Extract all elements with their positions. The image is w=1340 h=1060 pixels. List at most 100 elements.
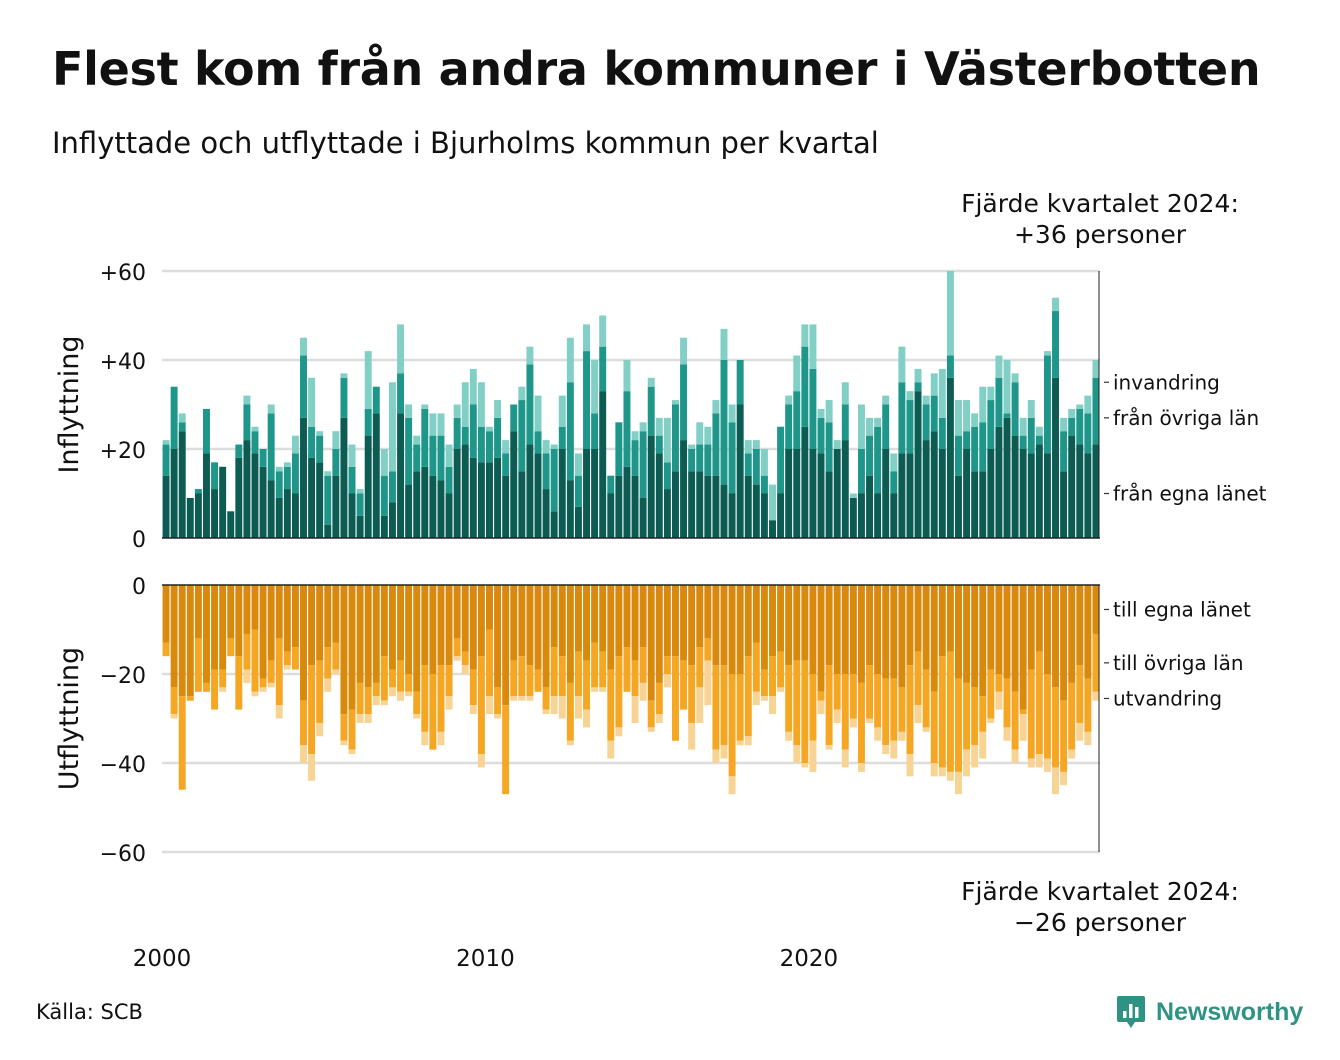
bar-outflow-emigration bbox=[591, 687, 599, 692]
bar-inflow-immigration bbox=[672, 400, 679, 405]
bar-inflow-immigration bbox=[655, 417, 663, 436]
bar-inflow-own-county bbox=[583, 449, 590, 538]
bar-inflow-immigration bbox=[1084, 395, 1092, 414]
bar-outflow-emigration bbox=[267, 682, 275, 688]
bar-inflow-immigration bbox=[356, 489, 364, 494]
bar-outflow-other-counties bbox=[283, 651, 291, 666]
bar-inflow-immigration bbox=[413, 435, 421, 445]
bar-inflow-immigration bbox=[809, 324, 817, 369]
bar-outflow-own-county bbox=[1019, 585, 1027, 710]
bar-outflow-other-counties bbox=[251, 629, 259, 692]
bar-inflow-own-county bbox=[825, 471, 833, 538]
bar-outflow-own-county bbox=[777, 585, 785, 652]
bar-outflow-other-counties bbox=[599, 651, 607, 688]
bar-outflow-emigration bbox=[833, 709, 841, 723]
bar-outflow-emigration bbox=[849, 718, 857, 728]
bar-outflow-emigration bbox=[1076, 722, 1084, 741]
bar-outflow-emigration bbox=[259, 687, 267, 692]
bar-inflow-immigration bbox=[955, 400, 962, 436]
bar-inflow-other-counties bbox=[809, 368, 817, 449]
bar-inflow-other-counties bbox=[866, 435, 874, 476]
bar-inflow-immigration bbox=[453, 404, 461, 418]
bar-inflow-own-county bbox=[397, 413, 405, 538]
bar-outflow-other-counties bbox=[583, 660, 590, 710]
bar-inflow-own-county bbox=[308, 457, 316, 538]
bar-outflow-own-county bbox=[502, 585, 510, 706]
bar-outflow-other-counties bbox=[566, 682, 574, 741]
bar-outflow-emigration bbox=[1092, 691, 1100, 701]
bar-outflow-other-counties bbox=[631, 660, 639, 697]
bar-outflow-own-county bbox=[518, 585, 526, 657]
bar-inflow-immigration bbox=[801, 324, 809, 347]
bar-inflow-other-counties bbox=[688, 449, 696, 472]
bar-outflow-own-county bbox=[259, 585, 267, 679]
bar-outflow-own-county bbox=[203, 585, 210, 683]
bar-inflow-immigration bbox=[623, 360, 631, 392]
bar-outflow-other-counties bbox=[340, 714, 348, 741]
bar-outflow-emigration bbox=[316, 722, 324, 737]
bar-outflow-own-county bbox=[696, 585, 704, 648]
bar-inflow-other-counties bbox=[1052, 311, 1059, 378]
bar-inflow-own-county bbox=[591, 449, 599, 538]
bar-inflow-own-county bbox=[413, 471, 421, 538]
brand[interactable]: Newsworthy bbox=[1116, 994, 1303, 1030]
bar-inflow-other-counties bbox=[388, 471, 396, 503]
bar-outflow-own-county bbox=[178, 585, 186, 697]
axes bbox=[162, 271, 1100, 852]
bar-inflow-other-counties bbox=[760, 475, 768, 494]
bar-inflow-own-county bbox=[1035, 444, 1043, 538]
bar-outflow-other-counties bbox=[364, 687, 372, 715]
bar-outflow-own-county bbox=[866, 585, 874, 666]
bar-outflow-own-county bbox=[752, 585, 760, 643]
bar-inflow-own-county bbox=[663, 489, 671, 538]
bar-outflow-own-county bbox=[534, 585, 542, 670]
bar-inflow-immigration bbox=[275, 466, 283, 472]
bar-outflow-own-county bbox=[817, 585, 825, 692]
bar-inflow-immigration bbox=[591, 360, 599, 414]
bar-outflow-own-county bbox=[510, 585, 518, 661]
ytick-label-outflow: −60 bbox=[100, 842, 146, 867]
bar-inflow-other-counties bbox=[1060, 431, 1068, 472]
bar-inflow-immigration bbox=[283, 462, 291, 467]
bar-inflow-immigration bbox=[566, 337, 574, 383]
bar-inflow-immigration bbox=[752, 440, 760, 449]
bar-outflow-own-county bbox=[623, 585, 631, 648]
bar-inflow-other-counties bbox=[801, 346, 809, 427]
bar-inflow-own-county bbox=[801, 426, 809, 538]
bar-inflow-other-counties bbox=[372, 386, 380, 414]
bar-inflow-own-county bbox=[833, 449, 841, 538]
bar-outflow-own-county bbox=[558, 585, 566, 657]
bar-inflow-other-counties bbox=[720, 360, 728, 485]
bar-outflow-other-counties bbox=[979, 696, 987, 732]
bar-inflow-immigration bbox=[680, 337, 688, 365]
ytick-label-inflow: +40 bbox=[100, 350, 146, 375]
series-label-to-other-counties: till övriga län bbox=[1113, 651, 1244, 675]
bar-outflow-other-counties bbox=[793, 660, 801, 746]
bar-outflow-other-counties bbox=[704, 638, 712, 661]
bar-inflow-own-county bbox=[405, 484, 413, 538]
bar-outflow-own-county bbox=[963, 585, 971, 683]
ytick-label-outflow: 0 bbox=[132, 575, 146, 600]
bar-inflow-own-county bbox=[1019, 449, 1027, 538]
bar-inflow-immigration bbox=[1052, 297, 1059, 312]
bar-inflow-immigration bbox=[1092, 360, 1100, 378]
bar-outflow-other-counties bbox=[744, 656, 752, 737]
bar-inflow-other-counties bbox=[291, 453, 299, 494]
bar-outflow-emigration bbox=[866, 718, 874, 723]
bar-inflow-other-counties bbox=[736, 360, 744, 405]
bar-inflow-own-county bbox=[720, 484, 728, 538]
bar-inflow-immigration bbox=[243, 395, 251, 405]
bar-inflow-other-counties bbox=[841, 404, 849, 441]
bar-inflow-own-county bbox=[1084, 453, 1092, 538]
bar-outflow-own-county bbox=[275, 585, 283, 639]
bar-outflow-own-county bbox=[1060, 585, 1068, 701]
bar-outflow-own-county bbox=[680, 585, 688, 661]
bar-inflow-own-county bbox=[429, 475, 437, 538]
bar-outflow-emigration bbox=[704, 660, 712, 706]
bar-outflow-other-counties bbox=[235, 656, 243, 710]
bar-outflow-other-counties bbox=[494, 687, 502, 715]
bar-inflow-other-counties bbox=[1092, 377, 1100, 445]
bar-inflow-immigration bbox=[162, 440, 170, 445]
bar-inflow-other-counties bbox=[987, 400, 995, 449]
bar-outflow-emigration bbox=[874, 727, 882, 741]
